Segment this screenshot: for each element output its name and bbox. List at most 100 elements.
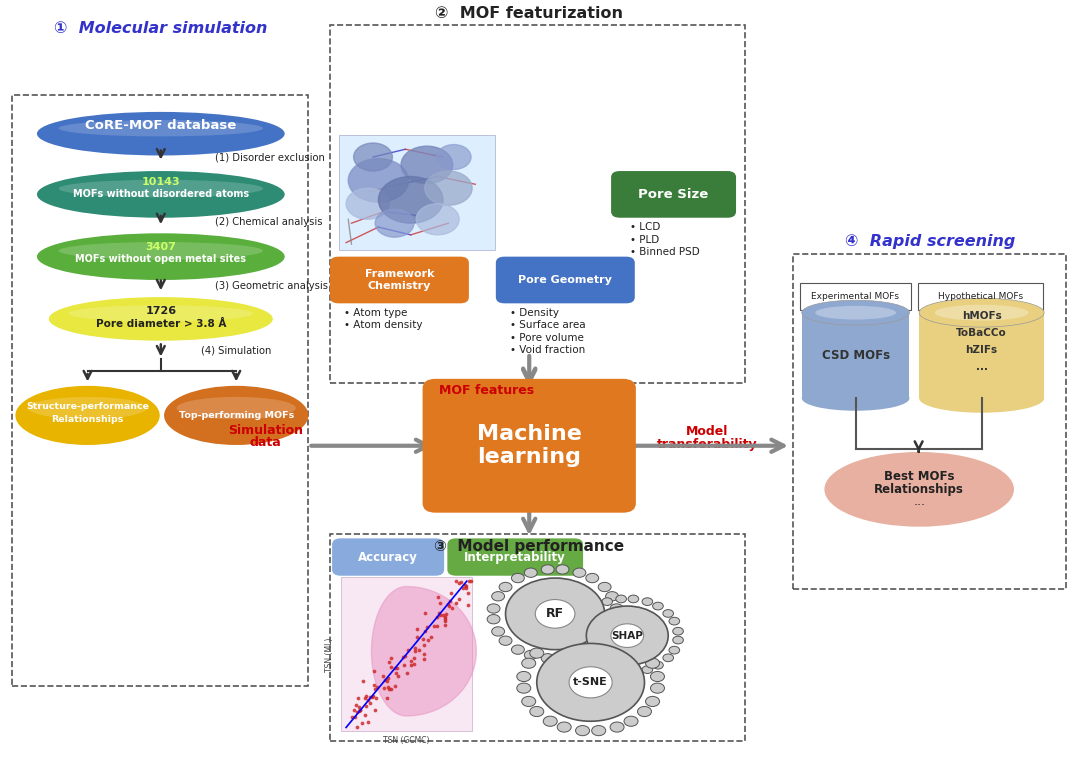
Point xyxy=(460,587,477,600)
Point xyxy=(431,607,448,619)
Point xyxy=(386,662,403,674)
Circle shape xyxy=(524,568,537,577)
Circle shape xyxy=(586,606,669,665)
Point xyxy=(363,690,380,703)
Circle shape xyxy=(669,617,679,625)
Point xyxy=(453,576,470,588)
Circle shape xyxy=(637,707,651,717)
Point xyxy=(357,700,375,712)
Circle shape xyxy=(353,143,392,171)
Circle shape xyxy=(669,647,679,654)
Circle shape xyxy=(499,636,512,645)
Ellipse shape xyxy=(164,386,309,445)
Text: ②  MOF featurization: ② MOF featurization xyxy=(435,6,623,21)
Point xyxy=(447,575,464,587)
Ellipse shape xyxy=(37,112,285,155)
FancyBboxPatch shape xyxy=(332,538,444,576)
Text: hMOFs: hMOFs xyxy=(962,311,1001,321)
Circle shape xyxy=(536,600,575,628)
Point xyxy=(462,575,480,587)
Circle shape xyxy=(575,647,585,654)
Circle shape xyxy=(652,602,663,610)
Circle shape xyxy=(524,651,537,660)
Circle shape xyxy=(663,610,674,617)
Point xyxy=(431,609,448,622)
Ellipse shape xyxy=(15,386,160,445)
Text: TSN (ML): TSN (ML) xyxy=(325,637,335,672)
Point xyxy=(349,706,366,719)
Circle shape xyxy=(517,672,530,682)
Text: ①  Molecular simulation: ① Molecular simulation xyxy=(54,21,268,36)
Text: Framework
Chemistry: Framework Chemistry xyxy=(365,269,434,291)
Point xyxy=(426,619,443,632)
Circle shape xyxy=(673,637,684,644)
Point xyxy=(365,665,382,677)
Circle shape xyxy=(624,716,638,726)
Ellipse shape xyxy=(919,383,1044,412)
Point xyxy=(376,681,393,694)
Point xyxy=(442,594,459,607)
Circle shape xyxy=(557,633,571,643)
Point xyxy=(395,658,413,671)
Circle shape xyxy=(522,697,536,707)
Ellipse shape xyxy=(824,452,1014,526)
Circle shape xyxy=(646,658,660,669)
Circle shape xyxy=(581,654,592,662)
Point xyxy=(406,658,423,670)
Circle shape xyxy=(576,629,590,639)
Point xyxy=(436,615,454,627)
Circle shape xyxy=(624,638,638,648)
Text: Interpretability: Interpretability xyxy=(464,551,566,564)
Circle shape xyxy=(487,615,500,624)
Text: Pore diameter > 3.8 Å: Pore diameter > 3.8 Å xyxy=(95,319,226,330)
Text: (3) Geometric analysis: (3) Geometric analysis xyxy=(215,281,327,291)
Text: Accuracy: Accuracy xyxy=(359,551,418,564)
Circle shape xyxy=(602,665,612,673)
Text: Pore Size: Pore Size xyxy=(638,188,708,201)
Point xyxy=(378,692,395,704)
Point xyxy=(353,717,370,729)
Text: Relationships: Relationships xyxy=(874,483,964,496)
Point xyxy=(397,667,415,679)
Point xyxy=(368,680,386,693)
Point xyxy=(415,648,432,661)
Circle shape xyxy=(616,669,626,676)
Circle shape xyxy=(616,595,626,603)
Text: RF: RF xyxy=(546,608,564,620)
Circle shape xyxy=(491,592,504,601)
Circle shape xyxy=(611,624,644,647)
Text: ④  Rapid screening: ④ Rapid screening xyxy=(845,234,1015,248)
Circle shape xyxy=(571,627,582,635)
Polygon shape xyxy=(372,587,476,716)
Text: MOFs without disordered atoms: MOFs without disordered atoms xyxy=(72,189,248,199)
Text: • Atom density: • Atom density xyxy=(343,320,422,330)
Ellipse shape xyxy=(37,234,285,280)
Circle shape xyxy=(517,683,530,694)
Point xyxy=(367,692,384,704)
Point xyxy=(437,608,455,620)
Text: data: data xyxy=(249,436,281,449)
FancyBboxPatch shape xyxy=(801,312,909,398)
Ellipse shape xyxy=(919,298,1044,327)
Point xyxy=(441,599,458,612)
Text: t-SNE: t-SNE xyxy=(573,677,608,687)
Text: ③  Model performance: ③ Model performance xyxy=(434,539,624,554)
Circle shape xyxy=(592,629,606,639)
Text: • Atom type: • Atom type xyxy=(343,308,407,318)
Text: Machine
learning: Machine learning xyxy=(476,424,582,467)
Circle shape xyxy=(575,617,585,625)
Point xyxy=(436,611,454,623)
Circle shape xyxy=(424,171,472,205)
Circle shape xyxy=(541,654,554,663)
Circle shape xyxy=(530,707,543,717)
Circle shape xyxy=(663,654,674,662)
Text: Model: Model xyxy=(686,425,728,438)
Point xyxy=(350,692,367,704)
Point xyxy=(422,631,440,644)
Text: Structure-performance: Structure-performance xyxy=(26,401,149,411)
Text: Simulation: Simulation xyxy=(228,423,302,437)
Point xyxy=(429,591,446,604)
Circle shape xyxy=(537,644,645,721)
Ellipse shape xyxy=(801,386,909,411)
Point xyxy=(394,651,411,663)
